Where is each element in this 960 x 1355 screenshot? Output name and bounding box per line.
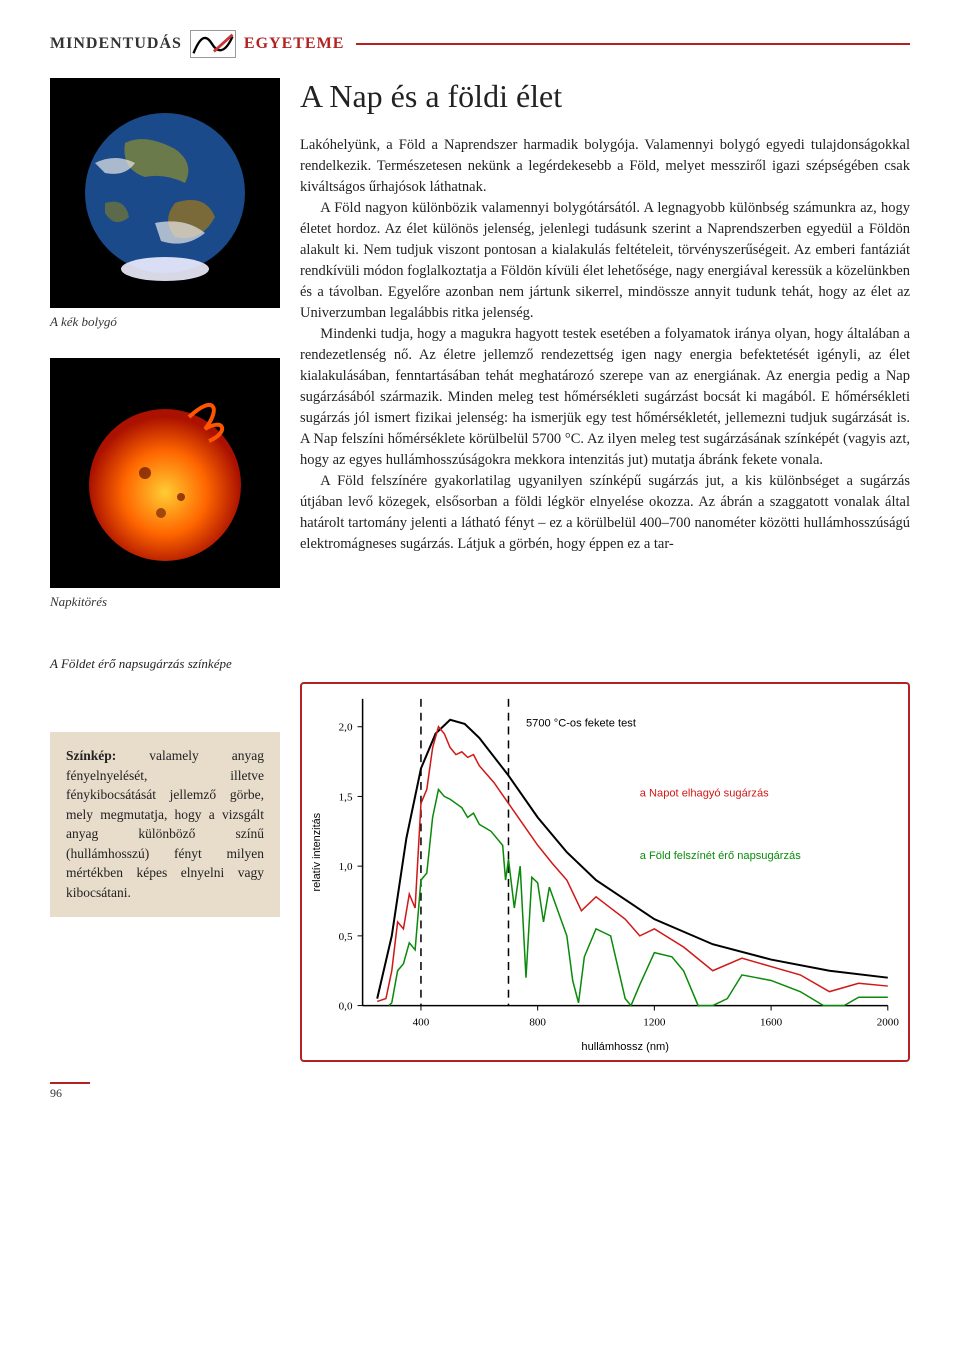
page-number-rule (50, 1082, 90, 1084)
definition-term: Színkép: (66, 748, 116, 763)
svg-text:1200: 1200 (643, 1016, 666, 1028)
header-logo-icon (190, 30, 236, 58)
figure-earth: A kék bolygó (50, 78, 280, 330)
spectrum-chart: 0,0 0,5 1,0 1,5 2,0 400 800 1200 1600 2000 5700 °C… (300, 682, 910, 1062)
svg-text:a Föld felszínét érő napsugárz: a Föld felszínét érő napsugárzás (640, 850, 802, 862)
earth-image (50, 78, 280, 308)
svg-text:0,5: 0,5 (339, 931, 353, 943)
svg-text:5700 °C-os fekete test: 5700 °C-os fekete test (526, 718, 636, 730)
figure-earth-caption: A kék bolygó (50, 314, 280, 330)
sun-image (50, 358, 280, 588)
svg-text:2,0: 2,0 (339, 722, 353, 734)
lower-section: A Földet érő napsugárzás színképe Színké… (50, 656, 910, 1062)
svg-text:1,0: 1,0 (339, 861, 353, 873)
paragraph: Mindenki tudja, hogy a magukra hagyott t… (300, 324, 910, 471)
article-title: A Nap és a földi élet (300, 78, 910, 115)
main-column: A Nap és a földi élet Lakóhelyünk, a Föl… (300, 78, 910, 638)
svg-text:0,0: 0,0 (339, 1001, 353, 1013)
content-row: A kék bolygó (50, 78, 910, 638)
svg-text:1,5: 1,5 (339, 791, 353, 803)
svg-text:400: 400 (413, 1016, 430, 1028)
header-rule (356, 43, 910, 45)
page-number: 96 (50, 1086, 62, 1100)
definition-text: valamely anyag fényelnyelését, illetve f… (66, 748, 264, 900)
svg-text:1600: 1600 (760, 1016, 783, 1028)
svg-text:2000: 2000 (877, 1016, 900, 1028)
svg-text:800: 800 (529, 1016, 546, 1028)
header-left-word: Mindentudás (50, 35, 182, 53)
figure-sun: Napkitörés (50, 358, 280, 610)
figure-sun-caption: Napkitörés (50, 594, 280, 610)
paragraph: A Föld felszínére gyakorlatilag ugyanily… (300, 471, 910, 555)
definition-box: Színkép: valamely anyag fényelnyelését, … (50, 732, 280, 917)
paragraph: Lakóhelyünk, a Föld a Naprendszer harmad… (300, 135, 910, 198)
page-header: Mindentudás Egyeteme (50, 30, 910, 58)
svg-text:a Napot elhagyó sugárzás: a Napot elhagyó sugárzás (640, 788, 769, 800)
paragraph: A Föld nagyon különbözik valamennyi boly… (300, 198, 910, 324)
article-body: Lakóhelyünk, a Föld a Naprendszer harmad… (300, 135, 910, 555)
header-right-word: Egyeteme (244, 35, 344, 53)
page-number-area: 96 (50, 1082, 910, 1101)
svg-text:hullámhossz (nm): hullámhossz (nm) (581, 1041, 669, 1053)
sidebar: A kék bolygó (50, 78, 280, 638)
chart-caption: A Földet érő napsugárzás színképe (50, 656, 910, 672)
svg-text:relatív intenzitás: relatív intenzitás (311, 812, 323, 891)
